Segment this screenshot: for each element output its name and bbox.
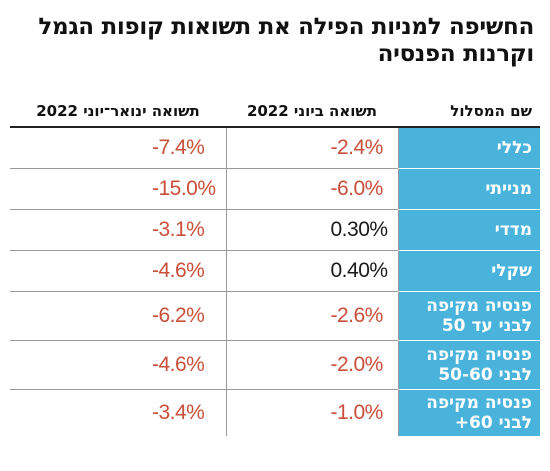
path-name-line: פנסיה מקיפה (426, 393, 532, 413)
june-return-cell: -2.0% (225, 340, 399, 390)
june-return-cell: -1.0% (225, 389, 399, 436)
path-name-cell: מנייתי (398, 168, 540, 210)
ytd-return-cell: -4.6% (10, 250, 226, 292)
column-header-june: תשואה ביוני 2022 (226, 96, 398, 128)
path-name-cell: פנסיה מקיפה לבני עד 50 (398, 291, 540, 341)
ytd-return-cell: -3.1% (10, 209, 226, 251)
path-name-line: לבני 60+ (454, 413, 532, 433)
path-name-line: שקלי (491, 261, 532, 281)
chart-title-line-2: וקרנות הפנסיה (377, 41, 535, 67)
ytd-return-cell: -7.4% (10, 127, 226, 169)
path-name-line: לבני עד 50 (441, 316, 532, 336)
path-name-line: מדדי (494, 220, 532, 240)
chart-title: החשיפה למניות הפילה את תשואות קופות הגמל… (14, 14, 534, 68)
table-body: כללי -2.4% -7.4% מנייתי -6.0% -15.0% מדדי 0.30%… (10, 127, 540, 436)
returns-table: שם המסלול תשואה ביוני 2022 תשואה ינואר־י… (10, 96, 540, 436)
path-name-cell: פנסיה מקיפה לבני 50-60 (398, 340, 540, 390)
table-row: מדדי 0.30% -3.1% (10, 209, 540, 251)
table-row: מנייתי -6.0% -15.0% (10, 168, 540, 210)
table-row: פנסיה מקיפה לבני עד 50 -2.6% -6.2% (10, 291, 540, 341)
table-row: פנסיה מקיפה לבני 60+ -1.0% -3.4% (10, 389, 540, 436)
path-name-line: כללי (496, 138, 532, 158)
path-name-cell: פנסיה מקיפה לבני 60+ (398, 389, 540, 436)
column-header-path: שם המסלול (398, 96, 540, 128)
path-name-line: פנסיה מקיפה (426, 296, 532, 316)
column-header-ytd: תשואה ינואר־יוני 2022 (10, 96, 226, 128)
june-return-cell: 0.30% (225, 209, 399, 251)
ytd-return-cell: -6.2% (10, 291, 226, 341)
path-name-line: לבני 50-60 (438, 365, 532, 385)
june-return-cell: -6.0% (225, 168, 399, 210)
path-name-cell: מדדי (398, 209, 540, 251)
table-row: כללי -2.4% -7.4% (10, 127, 540, 169)
ytd-return-cell: -15.0% (10, 168, 226, 210)
table-row: שקלי 0.40% -4.6% (10, 250, 540, 292)
table-header-row: שם המסלול תשואה ביוני 2022 תשואה ינואר־י… (10, 96, 540, 128)
path-name-cell: שקלי (398, 250, 540, 292)
ytd-return-cell: -3.4% (152, 401, 205, 424)
june-return-cell: -2.4% (225, 127, 399, 169)
june-return-cell: -2.6% (225, 291, 399, 341)
path-name-line: מנייתי (485, 179, 532, 199)
path-name-cell: כללי (398, 127, 540, 169)
path-name-line: פנסיה מקיפה (426, 345, 532, 365)
june-return-cell: 0.40% (225, 250, 399, 292)
chart-title-line-1: החשיפה למניות הפילה את תשואות קופות הגמל (38, 14, 534, 40)
ytd-return-cell: -4.6% (10, 340, 226, 390)
table-row: פנסיה מקיפה לבני 50-60 -2.0% -4.6% (10, 340, 540, 390)
